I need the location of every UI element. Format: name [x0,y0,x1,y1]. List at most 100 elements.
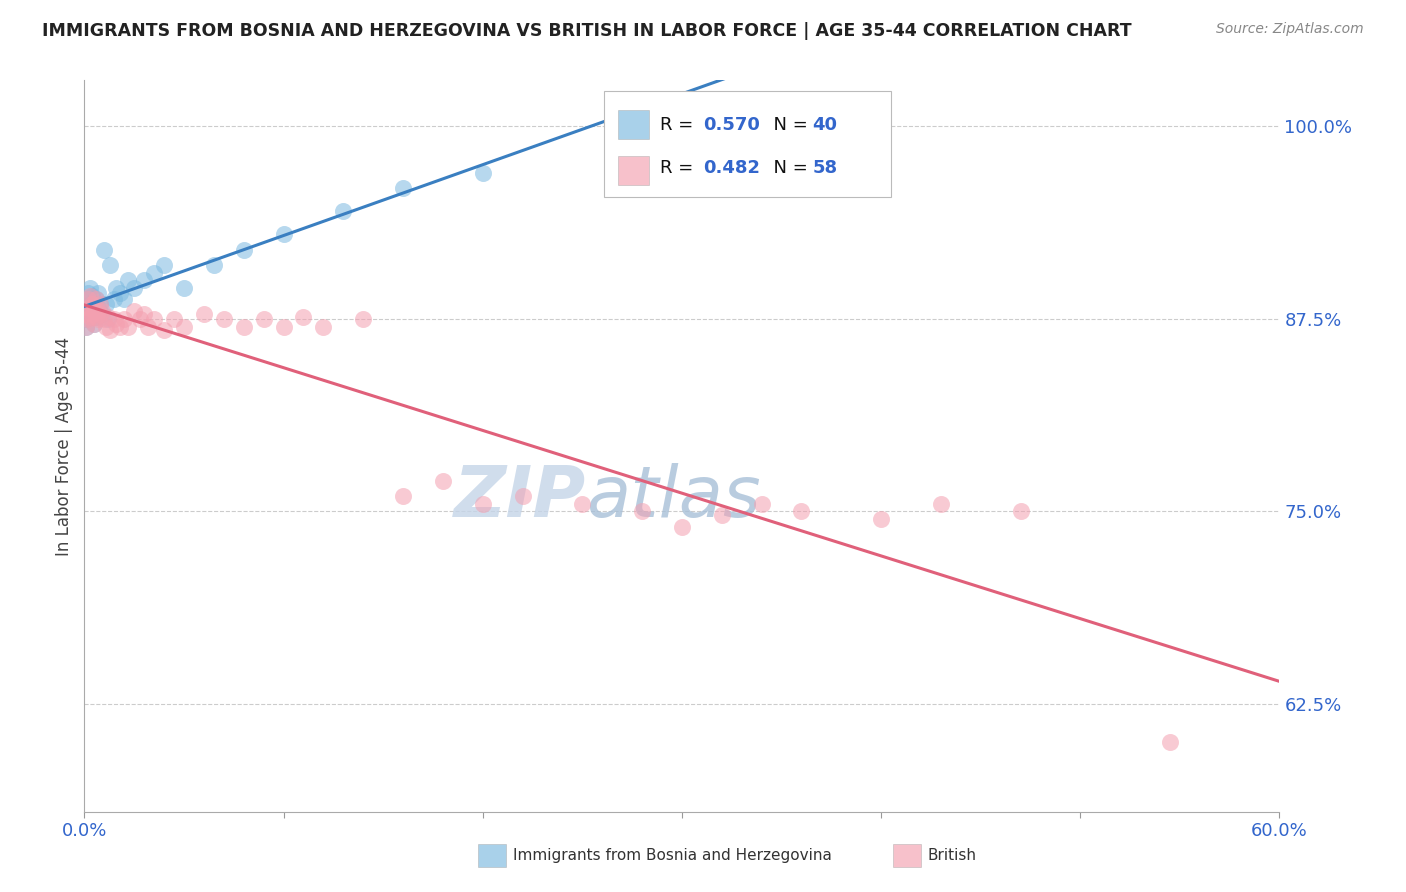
Text: IMMIGRANTS FROM BOSNIA AND HERZEGOVINA VS BRITISH IN LABOR FORCE | AGE 35-44 COR: IMMIGRANTS FROM BOSNIA AND HERZEGOVINA V… [42,22,1132,40]
Point [1010,504,1032,518]
Point [512,489,534,503]
Point [86,292,108,306]
Point [96,319,118,334]
Point [77,307,100,321]
Point [98,323,121,337]
Point [87,312,110,326]
Point [91,307,114,321]
Point [86,310,108,325]
Point [77,312,100,326]
Point [143,266,166,280]
Point [1159,735,1181,749]
Point [83,317,105,331]
Text: 0.482: 0.482 [703,159,759,177]
Point [89,296,111,310]
Point [79,281,101,295]
Point [103,312,125,326]
Point [117,319,139,334]
Point [105,317,128,331]
Point [75,312,97,326]
Point [105,281,128,295]
Point [471,166,494,180]
Text: R =: R = [661,116,699,134]
Point [82,307,104,321]
Y-axis label: In Labor Force | Age 35-44: In Labor Force | Age 35-44 [55,336,73,556]
Point [91,304,114,318]
Point [292,310,315,325]
Point [83,304,105,318]
Point [163,312,186,326]
Point [93,312,115,326]
Point [173,319,195,334]
Point [86,310,108,325]
Point [122,281,145,295]
Point [82,289,104,303]
Point [790,504,813,518]
Point [122,304,145,318]
Point [83,317,105,331]
Point [129,312,152,326]
Point [710,508,733,522]
Point [75,319,97,334]
Point [332,204,354,219]
Point [79,289,101,303]
Point [79,310,101,325]
Point [273,227,295,242]
Point [631,504,654,518]
Point [79,301,101,315]
Point [132,307,156,321]
Text: Immigrants from Bosnia and Herzegovina: Immigrants from Bosnia and Herzegovina [513,848,832,863]
Point [103,292,125,306]
Point [110,285,132,300]
Point [79,304,101,318]
Point [212,312,235,326]
Point [98,258,121,272]
Point [312,319,335,334]
Point [82,307,104,321]
Point [79,296,101,310]
Point [202,258,225,272]
Point [87,301,110,315]
Point [77,298,100,312]
Point [471,497,494,511]
Point [117,273,139,287]
Point [82,296,104,310]
Point [232,243,254,257]
Point [929,497,952,511]
Point [112,292,135,306]
Point [571,497,593,511]
Point [75,301,97,315]
Point [432,474,454,488]
Point [112,312,135,326]
Text: 0.570: 0.570 [703,116,759,134]
Point [97,310,120,325]
Point [173,281,195,295]
Point [96,296,118,310]
Point [143,312,166,326]
Point [751,497,773,511]
Point [273,319,295,334]
Text: British: British [928,848,977,863]
Point [75,319,97,334]
Point [75,307,97,321]
Point [89,307,111,321]
Point [110,319,132,334]
Point [77,301,100,315]
Point [671,520,693,534]
Text: atlas: atlas [586,463,761,532]
Point [97,312,120,326]
Point [253,312,276,326]
Text: R =: R = [661,159,699,177]
Text: Source: ZipAtlas.com: Source: ZipAtlas.com [1216,22,1364,37]
Point [132,273,156,287]
Text: N =: N = [762,159,813,177]
Point [86,292,108,306]
Point [89,296,111,310]
Point [232,319,254,334]
Point [87,285,110,300]
Text: 58: 58 [813,159,838,177]
Point [87,304,110,318]
Point [93,243,115,257]
Point [352,312,374,326]
Text: ZIP: ZIP [454,463,586,532]
